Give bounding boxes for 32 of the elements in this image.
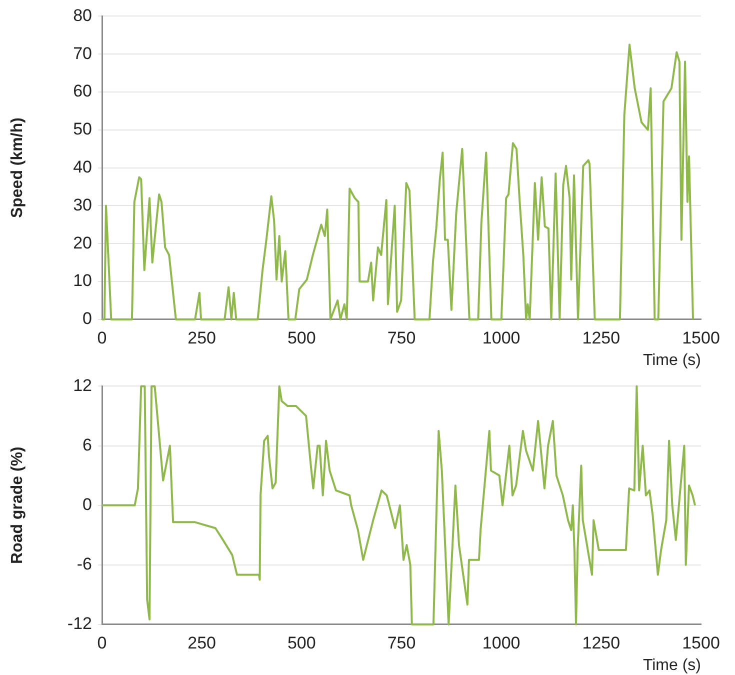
x-tick-label: 1250: [582, 328, 620, 348]
x-tick-label: 1500: [682, 633, 720, 652]
y-tick-label: 80: [73, 6, 92, 25]
y-tick-label: 20: [73, 233, 92, 252]
y-tick-label: 30: [73, 195, 92, 214]
x-tick-label: 750: [387, 328, 416, 348]
x-tick-label: 1500: [682, 328, 720, 348]
y-axis-title: Speed (km/h): [9, 118, 26, 218]
y-tick-label: 12: [73, 376, 92, 395]
y-tick-label: 0: [82, 494, 92, 514]
y-tick-label: 10: [73, 271, 92, 290]
x-tick-label: 250: [188, 633, 216, 652]
x-axis-title: Time (s): [642, 656, 701, 674]
y-tick-label: 60: [73, 82, 92, 101]
x-tick-label: 0: [97, 328, 107, 348]
x-tick-label: 500: [287, 328, 316, 348]
y-tick-label: -6: [76, 554, 92, 574]
x-tick-label: 1000: [482, 328, 520, 348]
x-tick-label: 1000: [482, 633, 520, 652]
x-tick-label: 500: [287, 633, 316, 652]
y-tick-label: -12: [67, 614, 92, 634]
x-tick-label: 250: [188, 328, 216, 348]
y-tick-label: 0: [82, 309, 92, 328]
x-tick-label: 750: [387, 633, 416, 652]
x-axis-title: Time (s): [642, 352, 701, 369]
y-tick-label: 6: [82, 435, 92, 454]
y-tick-label: 40: [73, 157, 92, 176]
y-tick-label: 70: [73, 44, 92, 63]
y-axis-title: Road grade (%): [9, 446, 26, 564]
x-tick-label: 0: [97, 633, 107, 652]
x-tick-label: 1250: [582, 633, 620, 652]
y-tick-label: 50: [73, 120, 92, 139]
